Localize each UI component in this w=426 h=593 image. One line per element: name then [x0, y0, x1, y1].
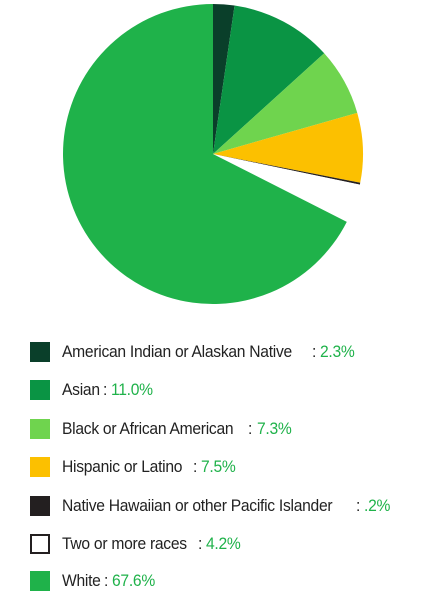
pie-slice-american-indian-or-alaskan-native: [213, 3, 235, 154]
legend-item-asian: Asian: 11.0%: [30, 378, 157, 402]
legend-value: 67.6%: [112, 571, 156, 590]
legend-item-american-indian: American Indian or Alaskan Native: 2.3%: [30, 340, 358, 364]
pie-slice-asian: [213, 5, 325, 155]
legend-value: 7.5%: [201, 457, 236, 476]
pie-slice-two-or-more-races: [213, 154, 360, 222]
legend-value: .2%: [364, 496, 391, 515]
legend-value: 11.0%: [111, 380, 154, 399]
legend-label: American Indian or Alaskan Native: [62, 342, 292, 361]
legend-swatch: [30, 419, 50, 439]
legend-item-hispanic: Hispanic or Latino: 7.5%: [30, 455, 239, 479]
legend-swatch: [30, 342, 50, 362]
legend-value: 7.3%: [256, 419, 292, 438]
pie-chart: [63, 3, 363, 304]
legend-swatch: [30, 457, 50, 477]
pie-slice-white: [63, 4, 347, 304]
legend-value: 4.2%: [206, 534, 241, 553]
pie-slice-native-hawaiian-or-other-pacific-islander: [213, 154, 361, 185]
legend-label: Asian: [62, 380, 100, 399]
legend-item-black: Black or African American: 7.3%: [30, 417, 294, 441]
legend-label: Hispanic or Latino: [62, 457, 183, 476]
legend-swatch: [30, 496, 50, 516]
legend-label: White: [62, 571, 101, 590]
legend-label: Black or African American: [62, 419, 234, 438]
pie-slice-black-or-african-american: [213, 53, 358, 154]
legend-item-native-hawaiian: Native Hawaiian or other Pacific Islande…: [30, 494, 393, 518]
legend-swatch: [30, 571, 50, 591]
legend-value: 2.3%: [320, 342, 355, 361]
legend-swatch: [30, 380, 50, 400]
legend-swatch: [30, 534, 50, 554]
legend-label: Two or more races: [62, 534, 187, 553]
legend-label: Native Hawaiian or other Pacific Islande…: [62, 496, 333, 515]
legend-item-two-or-more: Two or more races: 4.2%: [30, 532, 244, 556]
legend-item-white: White: 67.6%: [30, 569, 159, 593]
pie-slice-hispanic-or-latino: [213, 112, 363, 183]
